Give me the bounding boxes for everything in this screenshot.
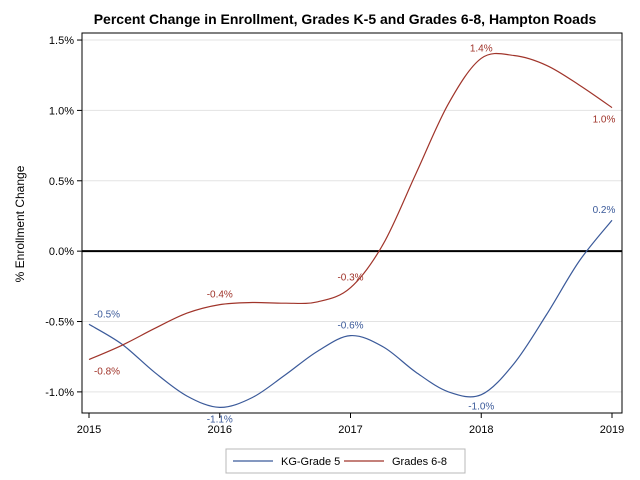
data-label: -0.5% — [94, 309, 120, 320]
y-tick-label: -1.0% — [45, 387, 74, 399]
data-labels: -0.5% -1.1% -0.6% -1.0% 0.2% -0.8% -0.4% -0.3% 1… — [94, 43, 616, 425]
x-tick-label: 2017 — [338, 424, 362, 436]
y-tick-label: 1.5% — [49, 35, 74, 47]
data-label: -0.8% — [94, 367, 120, 378]
data-label: -0.6% — [337, 321, 363, 332]
data-label: -0.4% — [207, 290, 233, 301]
data-label: -0.3% — [337, 273, 363, 284]
legend: KG-Grade 5 Grades 6-8 — [225, 448, 466, 474]
data-label: 1.0% — [593, 115, 616, 126]
data-label: 1.4% — [470, 43, 493, 54]
legend-label: Grades 6-8 — [392, 456, 447, 468]
data-label: -1.0% — [468, 402, 494, 413]
x-tick-label: 2015 — [77, 424, 101, 436]
x-tick-label: 2018 — [469, 424, 493, 436]
y-tick-label: 0.0% — [49, 246, 74, 258]
series-line-grades-6-8 — [88, 52, 613, 361]
plot-frame — [81, 32, 623, 414]
y-tick-label: -0.5% — [45, 317, 74, 329]
series-lines — [88, 52, 613, 409]
x-tick-label: 2019 — [600, 424, 624, 436]
y-axis-label: % Enrollment Change — [13, 165, 27, 282]
y-tick-label: 1.0% — [49, 105, 74, 117]
data-label: 0.2% — [593, 205, 616, 216]
axis-ticks: 1.5% 1.0% 0.5% 0.0% -0.5% -1.0% 2015 2016 2017 20… — [45, 35, 624, 436]
series-line-kg-grade-5 — [88, 219, 613, 409]
data-label: -1.1% — [207, 414, 233, 425]
legend-label: KG-Grade 5 — [281, 456, 340, 468]
chart-title: Percent Change in Enrollment, Grades K-5… — [94, 11, 597, 27]
grid-lines — [82, 39, 622, 393]
x-tick-label: 2016 — [208, 424, 232, 436]
y-tick-label: 0.5% — [49, 176, 74, 188]
